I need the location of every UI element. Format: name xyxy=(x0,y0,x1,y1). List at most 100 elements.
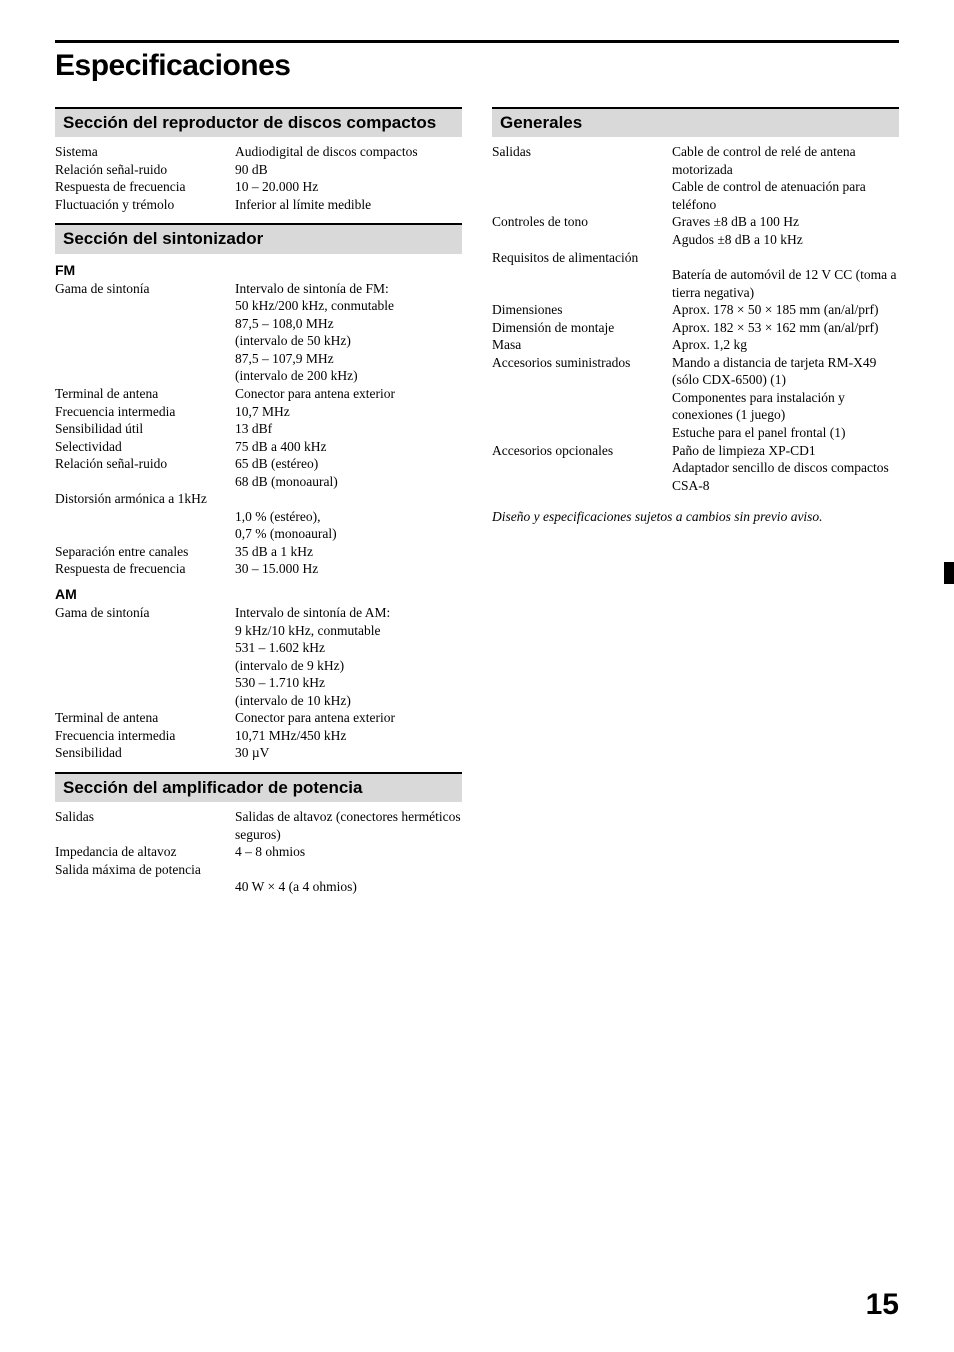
footnote: Diseño y especificaciones sujetos a camb… xyxy=(492,508,899,526)
tuner-heading: Sección del sintonizador xyxy=(55,223,462,253)
side-tab xyxy=(944,562,954,584)
spec-row: Respuesta de frecuencia30 – 15.000 Hz xyxy=(55,560,462,578)
spec-label: Gama de sintonía xyxy=(55,280,235,385)
spec-row: Selectividad75 dB a 400 kHz xyxy=(55,438,462,456)
fm-specs: Gama de sintoníaIntervalo de sintonía de… xyxy=(55,280,462,491)
general-specs: SalidasCable de control de relé de anten… xyxy=(492,143,899,248)
spec-value: Conector para antena exterior xyxy=(235,709,462,727)
spec-value: 10,7 MHz xyxy=(235,403,462,421)
spec-value: 4 – 8 ohmios xyxy=(235,843,462,861)
general-heading: Generales xyxy=(492,107,899,137)
spec-row: Impedancia de altavoz4 – 8 ohmios xyxy=(55,843,462,861)
spec-value: Salidas de altavoz (conectores hermético… xyxy=(235,808,462,843)
spec-value: 65 dB (estéreo)68 dB (monoaural) xyxy=(235,455,462,490)
spec-row: Sensibilidad30 µV xyxy=(55,744,462,762)
spec-label: Masa xyxy=(492,336,672,354)
spec-row: Gama de sintoníaIntervalo de sintonía de… xyxy=(55,604,462,709)
power-label: Requisitos de alimentación xyxy=(492,249,899,267)
spec-value: Conector para antena exterior xyxy=(235,385,462,403)
spec-value: Audiodigital de discos compactos xyxy=(235,143,462,161)
spec-row: SistemaAudiodigital de discos compactos xyxy=(55,143,462,161)
spec-label: Frecuencia intermedia xyxy=(55,727,235,745)
distortion-label: Distorsión armónica a 1kHz xyxy=(55,490,462,508)
cd-specs: SistemaAudiodigital de discos compactosR… xyxy=(55,143,462,213)
spec-value: Mando a distancia de tarjeta RM-X49 (sól… xyxy=(672,354,899,442)
fm-specs-2: Separación entre canales35 dB a 1 kHzRes… xyxy=(55,543,462,578)
spec-label: Respuesta de frecuencia xyxy=(55,178,235,196)
spec-value: Cable de control de relé de antena motor… xyxy=(672,143,899,213)
spec-value: Intervalo de sintonía de AM:9 kHz/10 kHz… xyxy=(235,604,462,709)
spec-row: Sensibilidad útil13 dBf xyxy=(55,420,462,438)
spec-label: Salidas xyxy=(492,143,672,213)
spec-row: Respuesta de frecuencia10 – 20.000 Hz xyxy=(55,178,462,196)
spec-row: Relación señal-ruido90 dB xyxy=(55,161,462,179)
spec-label: Relación señal-ruido xyxy=(55,455,235,490)
spec-value: 10,71 MHz/450 kHz xyxy=(235,727,462,745)
spec-row: Gama de sintoníaIntervalo de sintonía de… xyxy=(55,280,462,385)
spec-label: Accesorios suministrados xyxy=(492,354,672,442)
fm-heading: FM xyxy=(55,262,462,278)
spec-value: Paño de limpieza XP-CD1Adaptador sencill… xyxy=(672,442,899,495)
cd-heading: Sección del reproductor de discos compac… xyxy=(55,107,462,137)
am-specs: Gama de sintoníaIntervalo de sintonía de… xyxy=(55,604,462,762)
spec-value: 10 – 20.000 Hz xyxy=(235,178,462,196)
spec-value: 13 dBf xyxy=(235,420,462,438)
spec-label: Impedancia de altavoz xyxy=(55,843,235,861)
amp-specs: SalidasSalidas de altavoz (conectores he… xyxy=(55,808,462,861)
spec-row: Accesorios opcionalesPaño de limpieza XP… xyxy=(492,442,899,495)
spec-value: Graves ±8 dB a 100 HzAgudos ±8 dB a 10 k… xyxy=(672,213,899,248)
spec-row: Terminal de antenaConector para antena e… xyxy=(55,709,462,727)
spec-row: Separación entre canales35 dB a 1 kHz xyxy=(55,543,462,561)
maxpower-value: 40 W × 4 (a 4 ohmios) xyxy=(235,878,462,896)
spec-label: Sistema xyxy=(55,143,235,161)
spec-label: Terminal de antena xyxy=(55,385,235,403)
columns: Sección del reproductor de discos compac… xyxy=(55,97,899,896)
spacer xyxy=(55,508,235,543)
page-title: Especificaciones xyxy=(55,49,899,83)
spec-label: Fluctuación y trémolo xyxy=(55,196,235,214)
spec-row: Accesorios suministradosMando a distanci… xyxy=(492,354,899,442)
spec-row: DimensionesAprox. 178 × 50 × 185 mm (an/… xyxy=(492,301,899,319)
spec-label: Frecuencia intermedia xyxy=(55,403,235,421)
spec-label: Dimensión de montaje xyxy=(492,319,672,337)
spec-value: Inferior al límite medible xyxy=(235,196,462,214)
spec-row: Relación señal-ruido65 dB (estéreo)68 dB… xyxy=(55,455,462,490)
spec-row: Fluctuación y trémoloInferior al límite … xyxy=(55,196,462,214)
page-number: 15 xyxy=(866,1288,899,1322)
spec-label: Sensibilidad útil xyxy=(55,420,235,438)
spec-row: Frecuencia intermedia10,7 MHz xyxy=(55,403,462,421)
spec-label: Respuesta de frecuencia xyxy=(55,560,235,578)
spec-label: Relación señal-ruido xyxy=(55,161,235,179)
spec-value: 90 dB xyxy=(235,161,462,179)
spec-label: Terminal de antena xyxy=(55,709,235,727)
spec-row: Dimensión de montajeAprox. 182 × 53 × 16… xyxy=(492,319,899,337)
spec-label: Controles de tono xyxy=(492,213,672,248)
amp-heading: Sección del amplificador de potencia xyxy=(55,772,462,802)
spec-value: Aprox. 1,2 kg xyxy=(672,336,899,354)
power-row: Batería de automóvil de 12 V CC (toma a … xyxy=(492,266,899,301)
general-specs-2: DimensionesAprox. 178 × 50 × 185 mm (an/… xyxy=(492,301,899,494)
spec-value: Intervalo de sintonía de FM:50 kHz/200 k… xyxy=(235,280,462,385)
am-heading: AM xyxy=(55,586,462,602)
power-value: Batería de automóvil de 12 V CC (toma a … xyxy=(672,266,899,301)
spec-label: Sensibilidad xyxy=(55,744,235,762)
spec-value: 35 dB a 1 kHz xyxy=(235,543,462,561)
spec-row: Frecuencia intermedia10,71 MHz/450 kHz xyxy=(55,727,462,745)
spacer xyxy=(492,266,672,301)
distortion-value: 1,0 % (estéreo),0,7 % (monoaural) xyxy=(235,508,462,543)
spacer xyxy=(55,878,235,896)
left-column: Sección del reproductor de discos compac… xyxy=(55,97,462,896)
spec-row: SalidasSalidas de altavoz (conectores he… xyxy=(55,808,462,843)
right-column: Generales SalidasCable de control de rel… xyxy=(492,97,899,896)
maxpower-row: 40 W × 4 (a 4 ohmios) xyxy=(55,878,462,896)
spec-label: Salidas xyxy=(55,808,235,843)
spec-label: Dimensiones xyxy=(492,301,672,319)
spec-row: Terminal de antenaConector para antena e… xyxy=(55,385,462,403)
maxpower-label: Salida máxima de potencia xyxy=(55,861,462,879)
spec-label: Separación entre canales xyxy=(55,543,235,561)
spec-row: Controles de tonoGraves ±8 dB a 100 HzAg… xyxy=(492,213,899,248)
spec-row: MasaAprox. 1,2 kg xyxy=(492,336,899,354)
spec-label: Accesorios opcionales xyxy=(492,442,672,495)
spec-value: 75 dB a 400 kHz xyxy=(235,438,462,456)
spec-value: Aprox. 182 × 53 × 162 mm (an/al/prf) xyxy=(672,319,899,337)
